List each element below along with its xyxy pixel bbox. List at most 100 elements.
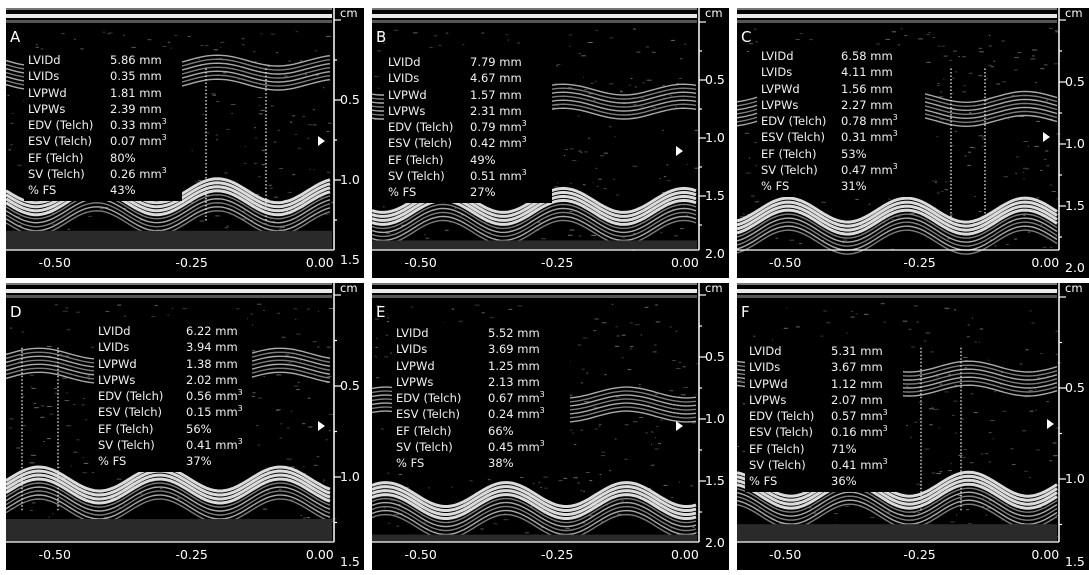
measurement-unit: mm xyxy=(517,342,539,356)
measurement-number: 4.67 xyxy=(470,71,496,85)
measurement-unit: mm xyxy=(870,49,892,63)
measurement-unit: mm xyxy=(139,102,161,116)
unit-superscript: 3 xyxy=(540,407,545,416)
measurement-value: 0.79 mm3 xyxy=(470,119,527,135)
time-tick-label: 0.00 xyxy=(1031,255,1059,270)
measurement-row: % FS 37% xyxy=(98,453,248,469)
measurement-number: 4.11 xyxy=(841,65,867,79)
measurement-value: 2.39 mm xyxy=(110,101,162,117)
measurement-row: EDV (Telch) 0.78 mm3 xyxy=(761,113,921,129)
measurement-unit: mm xyxy=(860,458,882,472)
measurement-value: 0.41 mm3 xyxy=(831,457,888,473)
measurement-number: 53% xyxy=(841,147,867,161)
measurement-label: LVIDs xyxy=(749,359,831,375)
measurement-number: 2.13 xyxy=(488,375,514,389)
depth-marker-icon xyxy=(1043,132,1050,142)
measurement-value: 3.69 mm xyxy=(488,341,540,357)
measurement-number: 31% xyxy=(841,179,867,193)
measurement-row: LVIDs 3.67 mm xyxy=(749,359,899,375)
measurement-value: 38% xyxy=(488,455,514,471)
measurement-label: EDV (Telch) xyxy=(396,390,488,406)
measurement-row: EDV (Telch) 0.33 mm3 xyxy=(28,117,178,133)
measurement-row: EF (Telch) 56% xyxy=(98,421,248,437)
measurement-label: EF (Telch) xyxy=(761,146,841,162)
depth-tick-label: 1.5 xyxy=(340,252,360,267)
measurement-label: LVIDs xyxy=(98,339,186,355)
unit-superscript: 3 xyxy=(540,390,545,399)
measurement-row: LVPWd 1.25 mm xyxy=(396,358,566,374)
measurement-label: % FS xyxy=(28,182,110,198)
measurement-row: LVPWd 1.12 mm xyxy=(749,376,899,392)
measurement-label: LVIDs xyxy=(396,341,488,357)
measurement-row: SV (Telch) 0.45 mm3 xyxy=(396,439,566,455)
measurement-value: 2.07 mm xyxy=(831,392,883,408)
measurement-value: 6.58 mm xyxy=(841,48,893,64)
measurement-row: LVIDs 0.35 mm xyxy=(28,68,178,84)
measurement-row: LVPWs 2.02 mm xyxy=(98,372,248,388)
measurement-number: 2.27 xyxy=(841,98,867,112)
measurement-number: 5.86 xyxy=(110,53,136,67)
measurement-number: 3.67 xyxy=(831,360,857,374)
measurement-row: % FS 38% xyxy=(396,455,566,471)
measurement-label: EDV (Telch) xyxy=(388,119,470,135)
panel-letter: E xyxy=(376,303,385,321)
measurement-value: 1.57 mm xyxy=(470,87,522,103)
measurement-value: 0.35 mm xyxy=(110,68,162,84)
time-tick-label: -0.50 xyxy=(39,547,71,562)
panel-letter: D xyxy=(10,303,22,321)
unit-superscript: 3 xyxy=(522,168,527,177)
measurement-label: % FS xyxy=(749,473,831,489)
depth-tick-label: 0.5 xyxy=(340,92,360,107)
measurement-value: 0.57 mm3 xyxy=(831,408,888,424)
measurement-label: SV (Telch) xyxy=(396,439,488,455)
measurement-unit: mm xyxy=(215,357,237,371)
measurement-unit: mm xyxy=(517,375,539,389)
measurement-value: 0.78 mm3 xyxy=(841,113,898,129)
time-tick-label: -0.25 xyxy=(541,547,573,562)
measurement-row: EDV (Telch) 0.79 mm3 xyxy=(388,119,548,135)
measurement-label: LVIDd xyxy=(396,325,488,341)
measurement-label: % FS xyxy=(98,453,186,469)
measurement-value: 0.41 mm3 xyxy=(186,437,243,453)
measurement-unit: mm xyxy=(499,120,521,134)
measurement-label: ESV (Telch) xyxy=(749,424,831,440)
measurement-unit: mm xyxy=(870,65,892,79)
measurement-label: EF (Telch) xyxy=(98,421,186,437)
measurement-row: LVIDs 3.69 mm xyxy=(396,341,566,357)
panel-letter: A xyxy=(10,28,20,46)
measurement-number: 1.12 xyxy=(831,377,857,391)
measurement-row: ESV (Telch) 0.24 mm3 xyxy=(396,406,566,422)
measurement-number: 0.56 xyxy=(186,389,212,403)
measurement-row: EDV (Telch) 0.57 mm3 xyxy=(749,408,899,424)
panel-c: C LVIDd 6.58 mm LVIDs 4.11 mm LVPWd 1.56 mm LVP… xyxy=(737,8,1089,278)
measurement-unit: mm xyxy=(870,82,892,96)
measurement-number: 27% xyxy=(470,185,496,199)
measurement-unit: mm xyxy=(499,104,521,118)
measurement-unit: mm xyxy=(139,118,161,132)
measurement-value: 0.07 mm3 xyxy=(110,133,167,149)
measurement-number: 0.57 xyxy=(831,409,857,423)
measurement-unit: mm xyxy=(215,373,237,387)
measurement-value: 2.13 mm xyxy=(488,374,540,390)
measurement-number: 7.79 xyxy=(470,55,496,69)
measurement-number: 0.33 xyxy=(110,118,136,132)
measurement-number: 0.15 xyxy=(186,405,212,419)
depth-tick-label: 1.5 xyxy=(1065,554,1085,569)
measurement-row: SV (Telch) 0.41 mm3 xyxy=(98,437,248,453)
measurement-unit: mm xyxy=(215,389,237,403)
measurement-unit: mm xyxy=(499,88,521,102)
measurement-row: % FS 27% xyxy=(388,184,548,200)
unit-superscript: 3 xyxy=(883,425,888,434)
measurement-row: LVPWs 2.07 mm xyxy=(749,392,899,408)
measurement-number: 2.31 xyxy=(470,104,496,118)
measurement-value: 3.94 mm xyxy=(186,339,238,355)
unit-superscript: 3 xyxy=(883,457,888,466)
measurement-unit: mm xyxy=(870,114,892,128)
measurement-value: 5.52 mm xyxy=(488,325,540,341)
measurement-value: 7.79 mm xyxy=(470,54,522,70)
measurement-unit: mm xyxy=(499,169,521,183)
measurement-number: 1.81 xyxy=(110,86,136,100)
measurement-value: 0.42 mm3 xyxy=(470,135,527,151)
measurement-number: 0.47 xyxy=(841,163,867,177)
measurement-row: LVIDd 5.31 mm xyxy=(749,343,899,359)
